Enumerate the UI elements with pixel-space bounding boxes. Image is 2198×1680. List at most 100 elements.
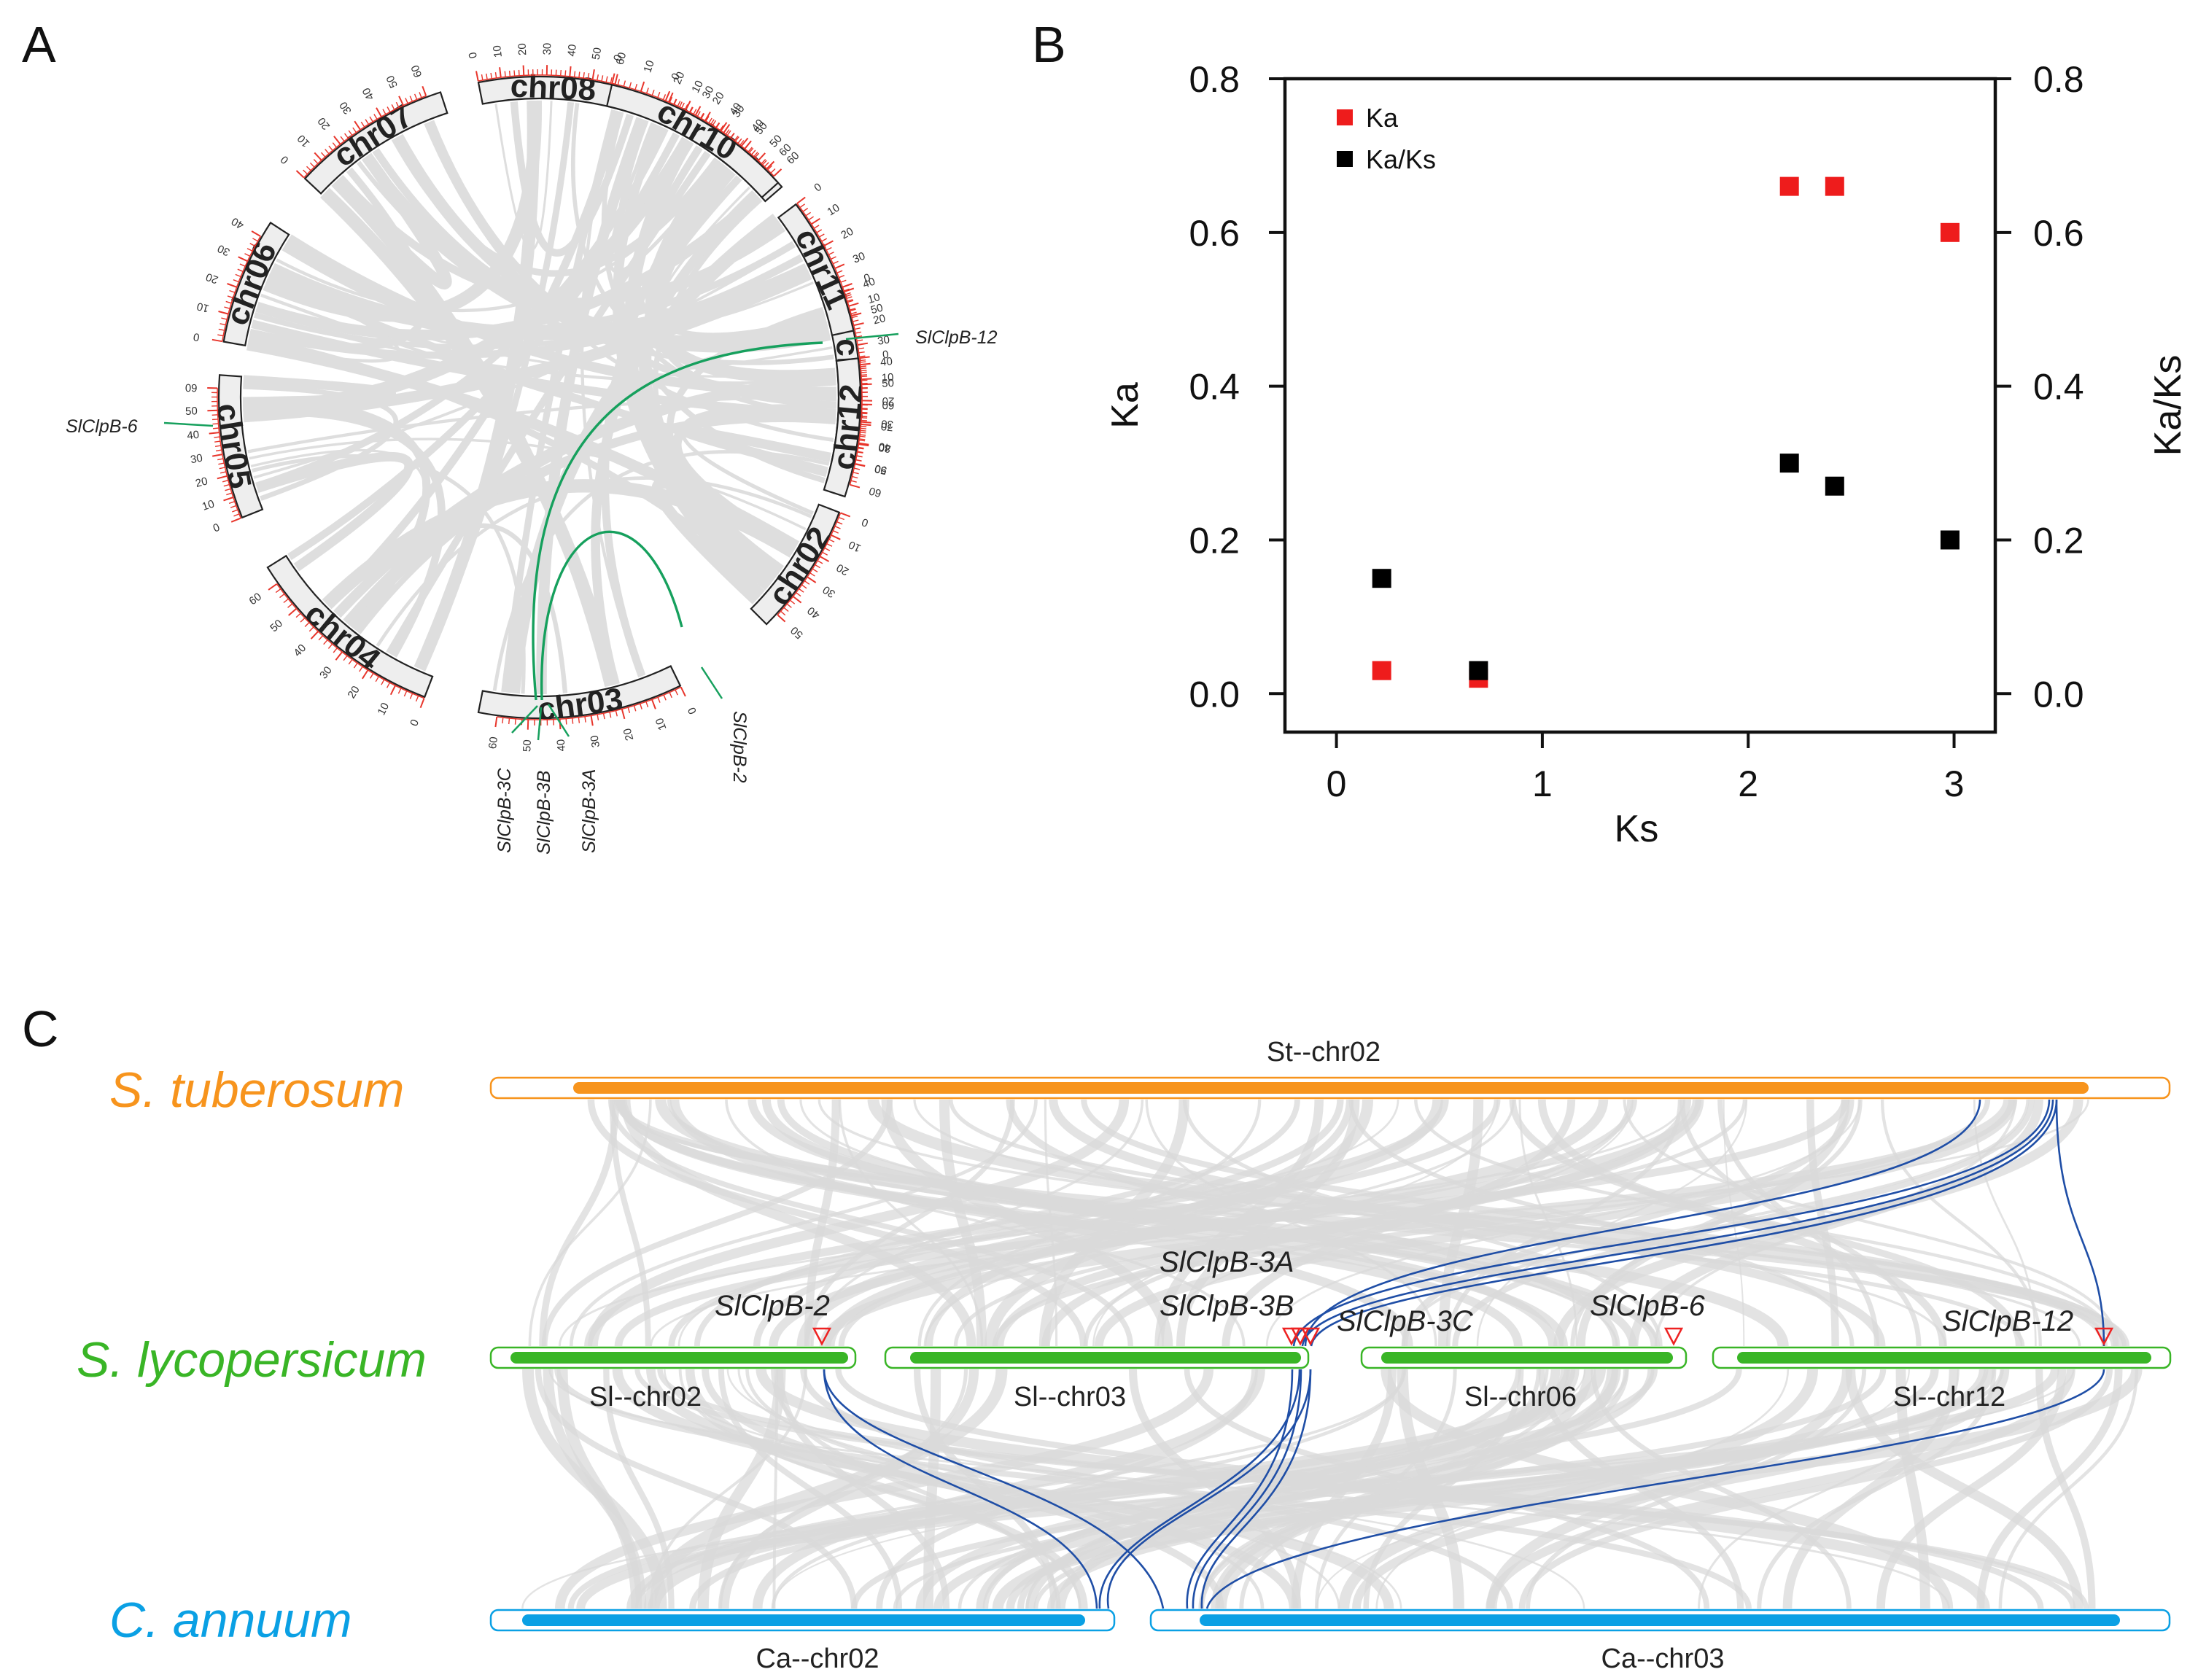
scale-tick (223, 497, 234, 502)
collinearity-link (651, 478, 799, 604)
scale-tick (527, 719, 529, 730)
scale-label: 20 (204, 271, 220, 287)
gene-marker (1300, 1327, 1321, 1346)
scale-tick (770, 168, 776, 174)
gene-line (845, 332, 899, 341)
synteny-link (1038, 1099, 1189, 1347)
scale-tick (219, 467, 225, 470)
scale-label: 50 (753, 120, 770, 137)
collinearity-link (506, 213, 782, 694)
scale-label: 30 (730, 103, 747, 120)
scale-tick (850, 308, 856, 311)
scale-tick (796, 592, 801, 597)
panel-label-a: A (22, 16, 56, 73)
x-tick-label: 0 (1327, 763, 1347, 804)
scale-tick (832, 260, 839, 265)
scale-tick (859, 439, 866, 442)
scale-tick (215, 449, 222, 452)
track-st-chr02-body (573, 1082, 2089, 1094)
gene-marker (812, 1327, 832, 1346)
scale-tick (805, 211, 811, 217)
gene-link (1200, 1369, 1312, 1609)
gene-line (547, 704, 570, 737)
scale-tick (313, 159, 319, 164)
scale-tick (617, 79, 620, 85)
scale-tick (664, 90, 671, 101)
scale-label: 40 (805, 604, 823, 621)
scale-tick (564, 70, 567, 77)
scale-label: 10 (866, 291, 882, 306)
scale-tick (804, 580, 810, 585)
scale-tick (730, 133, 735, 139)
synteny-link (1757, 1369, 1997, 1609)
scale-tick (751, 149, 756, 155)
scale-label: 50 (869, 302, 884, 317)
scale-tick (601, 75, 604, 82)
scale-tick (762, 160, 767, 166)
synteny-link (1591, 1369, 1852, 1609)
scale-tick (704, 112, 711, 122)
scale-label: 20 (194, 475, 209, 490)
scale-tick (268, 583, 278, 591)
synteny-link (621, 1099, 976, 1347)
scale-tick (719, 125, 724, 131)
data-point-kaks (1372, 569, 1391, 588)
scale-tick (857, 339, 863, 342)
scale-tick (640, 703, 642, 709)
scale-tick (715, 122, 721, 128)
scale-tick (320, 152, 326, 158)
scale-tick (304, 622, 310, 627)
scale-tick (857, 342, 869, 346)
scale-tick (508, 718, 510, 725)
scale-tick (222, 480, 229, 483)
scale-tick (340, 136, 345, 142)
collinearity-link (419, 101, 575, 672)
gene-marker (2094, 1327, 2114, 1346)
scale-tick (828, 539, 835, 542)
scale-label: 10 (881, 371, 894, 384)
scale-tick (854, 327, 861, 330)
chromosome-label: chr12 (826, 383, 870, 472)
track-label: Ca--chr02 (756, 1644, 879, 1674)
scale-tick (481, 74, 484, 81)
synteny-link (1348, 1099, 1855, 1347)
scale-tick (494, 716, 498, 728)
scale-tick (796, 196, 806, 204)
gene-link (1310, 1099, 2058, 1347)
gene-label: SlClpB-6 (66, 416, 138, 437)
data-point-ka (1825, 176, 1844, 196)
scale-tick (415, 696, 419, 702)
scale-tick (295, 612, 301, 618)
collinearity-link (253, 244, 796, 479)
scale-tick (850, 308, 856, 311)
scale-tick (389, 685, 396, 696)
collinearity-link (242, 375, 397, 407)
collinearity-link (591, 190, 759, 686)
collinearity-link (614, 119, 826, 483)
scale-tick (634, 83, 638, 90)
scale-tick (217, 475, 228, 480)
synteny-link (1845, 1369, 2084, 1609)
gene-label: SlClpB-3B (1160, 1290, 1294, 1322)
gene-markers: SlClpB-12 SlClpB-6 SlClpB-3C SlClpB-3B S… (66, 327, 998, 855)
scale-tick (861, 368, 867, 370)
data-point-ka (1372, 661, 1391, 680)
synteny-link (626, 1368, 1576, 1610)
scale-tick (685, 101, 691, 111)
scale-tick (518, 69, 520, 76)
scale-tick (328, 145, 333, 151)
scale-label: 10 (195, 300, 211, 315)
scale-tick (376, 107, 382, 117)
scale-label: 20 (315, 115, 333, 133)
scale-tick (754, 152, 760, 158)
scale-tick (275, 588, 281, 594)
scale-tick (838, 516, 844, 521)
scale-baseline (777, 513, 842, 615)
track-label: Sl--chr02 (589, 1382, 702, 1412)
scale-tick (851, 312, 862, 316)
scale-label: 10 (689, 79, 706, 96)
y2-tick-label: 0.6 (2033, 213, 2084, 254)
synteny-link (694, 1099, 1300, 1347)
collinearity-link (649, 175, 804, 316)
